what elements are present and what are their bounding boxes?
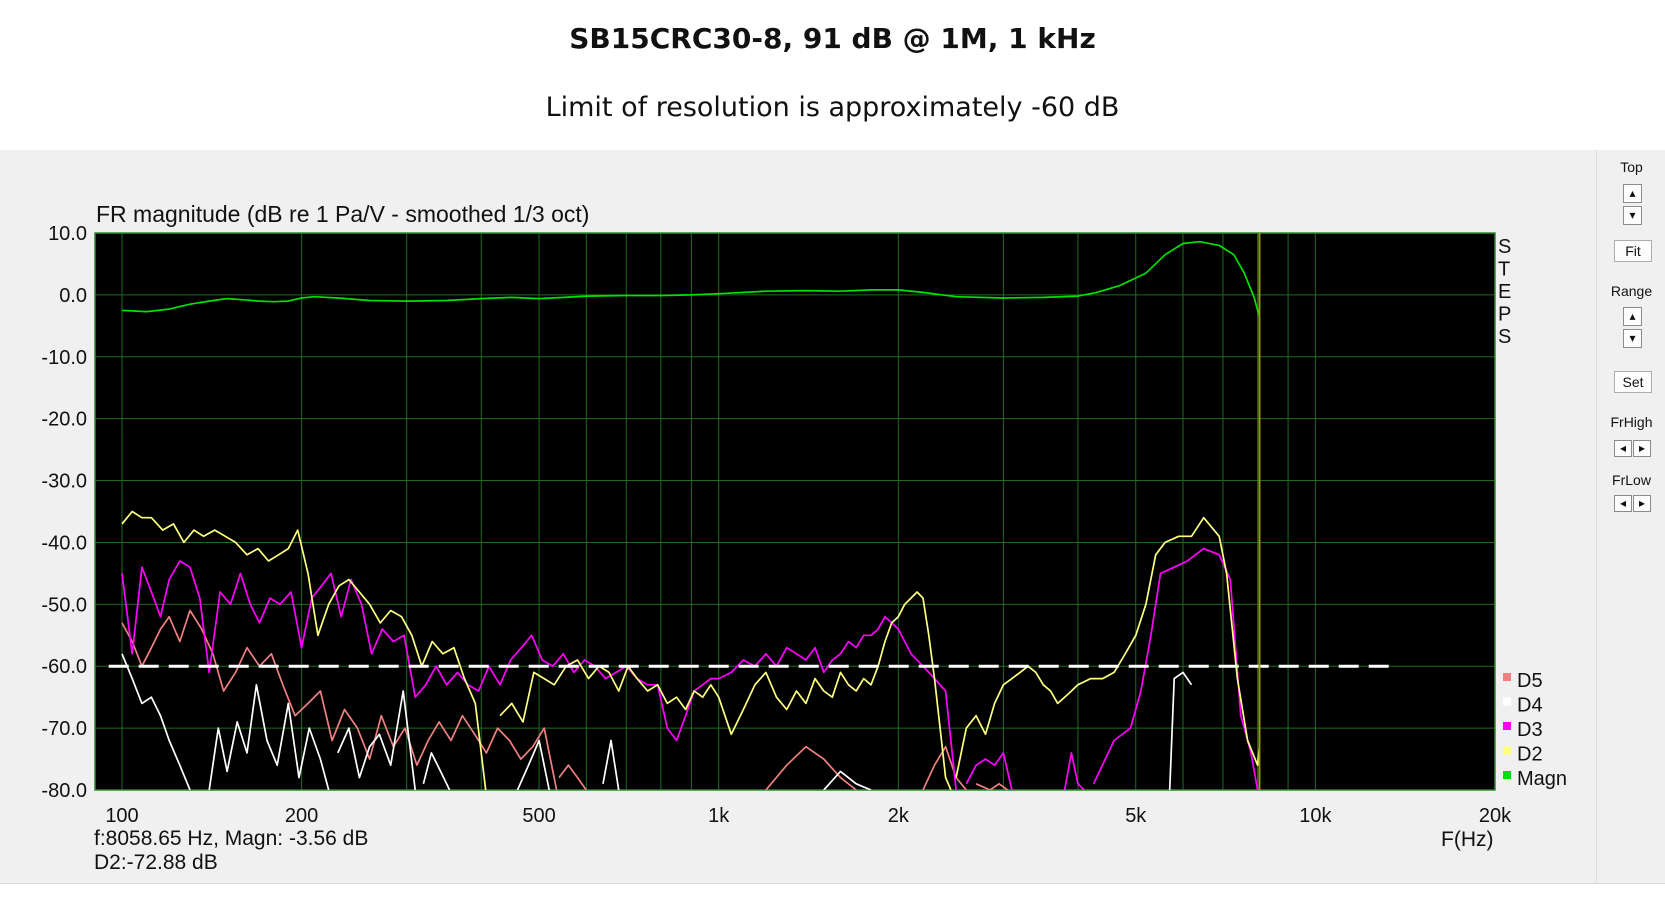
x-tick-label: 2k [888, 805, 910, 827]
series-line-d2 [499, 591, 952, 790]
y-tick-label: -60.0 [41, 656, 87, 678]
series-line-d3 [1063, 752, 1085, 790]
fr-magnitude-chart: FR magnitude (dB re 1 Pa/V - smoothed 1/… [41, 201, 1567, 827]
series-line-d5 [765, 745, 857, 790]
plot-area [95, 233, 1495, 790]
frlow-label: FrLow [1612, 472, 1651, 488]
y-tick-label: -80.0 [41, 780, 87, 802]
frhigh-right-button[interactable]: ▸ [1633, 440, 1651, 457]
series-line-d5 [922, 745, 967, 790]
y-tick-label: -10.0 [41, 347, 87, 369]
y-tick-label: -70.0 [41, 718, 87, 740]
series-line-d2 [121, 510, 487, 790]
series-line-d5 [558, 764, 587, 790]
frhigh-label: FrHigh [1610, 414, 1653, 430]
legend-label-d2: D2 [1517, 744, 1543, 766]
series-line-d5 [121, 609, 558, 790]
series-line-d4 [516, 739, 551, 790]
frlow-right-button[interactable]: ▸ [1633, 495, 1651, 512]
series-line-d5 [975, 782, 1009, 790]
y-tick-label: 0.0 [59, 285, 87, 307]
set-button[interactable]: Set [1614, 371, 1652, 393]
series-line-d2 [955, 516, 1261, 778]
top-label: Top [1620, 159, 1643, 175]
y-tick-label: 10.0 [48, 223, 87, 245]
series-line-d4 [1168, 671, 1193, 790]
series-line-d4 [208, 683, 330, 790]
legend-label-d3: D3 [1517, 719, 1543, 741]
series-line-d3 [965, 752, 1013, 790]
x-tick-label: 200 [285, 805, 318, 827]
steps-side-letter: E [1498, 281, 1511, 303]
series-line-d4 [422, 752, 451, 790]
legend-label-magn: Magn [1517, 768, 1567, 790]
legend-label-d4: D4 [1517, 695, 1543, 717]
x-tick-label: 500 [522, 805, 555, 827]
x-unit-label: F(Hz) [1441, 828, 1494, 851]
y-tick-label: -20.0 [41, 409, 87, 431]
frhigh-left-button[interactable]: ◂ [1614, 440, 1632, 457]
legend-swatch-d5 [1503, 673, 1511, 681]
steps-side-letter: P [1498, 304, 1511, 326]
steps-side-letter: S [1498, 236, 1511, 258]
fit-button[interactable]: Fit [1614, 240, 1652, 262]
cursor-readout: f:8058.65 Hz, Magn: -3.56 dB [94, 827, 369, 850]
legend-swatch-magn [1503, 771, 1511, 779]
steps-side-letter: S [1498, 326, 1511, 348]
x-tick-label: 20k [1479, 805, 1512, 827]
series-line-d4 [121, 653, 191, 790]
x-tick-label: 1k [708, 805, 730, 827]
page-subtitle: Limit of resolution is approximately -60… [545, 92, 1120, 123]
range-down-button[interactable]: ▾ [1623, 329, 1642, 348]
x-tick-label: 100 [105, 805, 138, 827]
legend-swatch-d3 [1503, 722, 1511, 730]
chart-title: FR magnitude (dB re 1 Pa/V - smoothed 1/… [96, 201, 589, 227]
legend-label-d5: D5 [1517, 670, 1543, 692]
range-up-button[interactable]: ▴ [1623, 307, 1642, 326]
range-label: Range [1610, 283, 1653, 299]
frlow-left-button[interactable]: ◂ [1614, 495, 1632, 512]
series-line-d3 [121, 560, 957, 790]
top-up-button[interactable]: ▴ [1623, 184, 1642, 203]
side-control-panel: Top ▴ ▾ Fit Range ▴ ▾ Set FrHigh ◂ ▸ FrL… [1596, 150, 1665, 883]
x-tick-label: 10k [1299, 805, 1332, 827]
series-line-d4 [337, 690, 417, 790]
plot-frame [94, 232, 1496, 791]
series-line-magn [121, 240, 1261, 318]
d2-readout: D2:-72.88 dB [94, 851, 218, 874]
y-tick-label: -40.0 [41, 532, 87, 554]
top-down-button[interactable]: ▾ [1623, 206, 1642, 225]
series-line-d4 [602, 739, 620, 790]
page-title: SB15CRC30-8, 91 dB @ 1M, 1 kHz [569, 22, 1096, 55]
legend-swatch-d4 [1503, 697, 1511, 706]
steps-side-letter: T [1498, 259, 1510, 281]
x-tick-label: 5k [1125, 805, 1147, 827]
y-tick-label: -50.0 [41, 594, 87, 616]
series-line-d4 [823, 770, 872, 790]
y-tick-label: -30.0 [41, 471, 87, 493]
legend-swatch-d2 [1503, 746, 1511, 755]
